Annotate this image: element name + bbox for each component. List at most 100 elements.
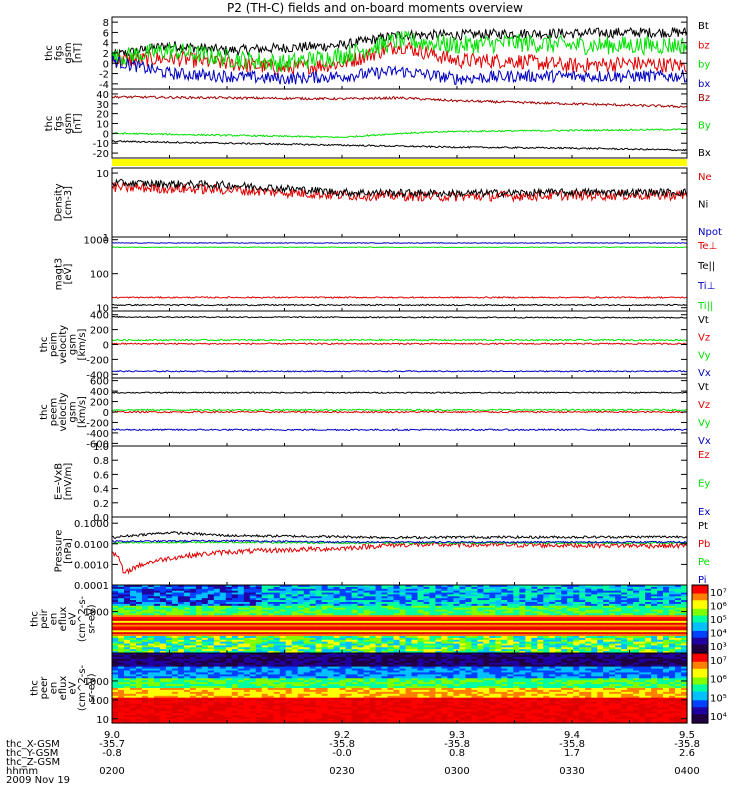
- spectrogram-cell: [537, 588, 544, 592]
- spectrogram-cell: [285, 609, 293, 613]
- spectrogram-cell: [213, 651, 221, 654]
- spectrogram-cell: [555, 624, 562, 628]
- spectrogram-cell: [477, 596, 484, 599]
- spectrogram-cell: [213, 656, 221, 660]
- spectrogram-cell: [363, 603, 371, 607]
- spectrogram-cell: [177, 607, 185, 611]
- spectrogram-cell: [453, 609, 460, 613]
- spectrogram-cell: [417, 668, 425, 672]
- spectrogram-cell: [639, 624, 646, 628]
- spectrogram-cell: [171, 666, 179, 670]
- spectrogram-cell: [153, 615, 161, 618]
- spectrogram-cell: [501, 607, 508, 611]
- spectrogram-cell: [159, 619, 167, 622]
- spectrogram-cell: [219, 634, 227, 637]
- spectrogram-cell: [124, 656, 131, 660]
- spectrogram-cell: [124, 630, 131, 633]
- spectrogram-cell: [261, 636, 269, 639]
- spectrogram-cell: [573, 649, 580, 652]
- spectrogram-cell: [153, 613, 161, 616]
- spectrogram-cell: [267, 628, 275, 631]
- spectrogram-cell: [489, 588, 496, 592]
- spectrogram-cell: [321, 596, 329, 599]
- spectrogram-cell: [609, 660, 616, 664]
- spectrogram-cell: [291, 634, 299, 637]
- spectrogram-cell: [477, 662, 484, 666]
- spectrogram-cell: [243, 634, 251, 637]
- spectrogram-cell: [531, 588, 538, 592]
- spectrogram-cell: [621, 649, 628, 652]
- spectrogram-cell: [495, 617, 502, 620]
- spectrogram-cell: [159, 585, 167, 588]
- spectrogram-cell: [297, 619, 305, 622]
- spectrogram-cell: [549, 670, 556, 673]
- spectrogram-cell: [669, 664, 676, 668]
- spectrogram-cell: [483, 605, 490, 609]
- spectrogram-cell: [603, 603, 610, 607]
- spectrogram-cell: [543, 596, 550, 599]
- spectrogram-cell: [513, 670, 520, 673]
- spectrogram-cell: [489, 624, 496, 628]
- spectrogram-cell: [531, 672, 538, 675]
- spectrogram-cell: [435, 651, 442, 654]
- spectrogram-cell: [130, 613, 137, 616]
- spectrogram-cell: [399, 628, 407, 631]
- spectrogram-cell: [255, 624, 263, 628]
- spectrogram-cell: [273, 622, 281, 626]
- spectrogram-cell: [130, 641, 137, 645]
- spectrogram-cell: [531, 607, 538, 611]
- spectrogram-cell: [165, 664, 173, 668]
- y-axis-label: fgs: [53, 116, 64, 131]
- spectrogram-cell: [471, 634, 478, 637]
- spectrogram-cell: [153, 676, 161, 679]
- spectrogram-cell: [483, 594, 490, 597]
- spectrogram-cell: [657, 586, 664, 590]
- spectrogram-cell: [501, 660, 508, 664]
- spectrogram-cell: [213, 594, 221, 597]
- spectrogram-cell: [147, 628, 155, 631]
- spectrogram-cell: [645, 639, 652, 643]
- spectrogram-cell: [261, 613, 269, 616]
- spectrogram-cell: [141, 649, 149, 652]
- spectrogram-cell: [591, 624, 598, 628]
- y-axis-label: peir: [39, 608, 50, 628]
- spectrogram-cell: [435, 588, 442, 592]
- spectrogram-cell: [663, 613, 670, 616]
- spectrogram-cell: [297, 653, 305, 656]
- spectrogram-cell: [118, 662, 125, 666]
- spectrogram-cell: [219, 653, 227, 656]
- spectrogram-cell: [255, 600, 263, 603]
- spectrogram-cell: [621, 664, 628, 668]
- spectrogram-cell: [669, 594, 676, 597]
- spectrogram-cell: [231, 639, 239, 643]
- spectrogram-cell: [315, 670, 323, 673]
- spectrogram-cell: [369, 674, 377, 677]
- spectrogram-cell: [363, 643, 371, 647]
- spectrogram-cell: [405, 628, 413, 631]
- spectrogram-cell: [375, 596, 383, 599]
- spectrogram-cell: [159, 586, 167, 590]
- spectrogram-cell: [459, 634, 466, 637]
- spectrogram-cell: [273, 611, 281, 614]
- spectrogram-cell: [567, 592, 574, 596]
- spectrogram-cell: [369, 630, 377, 633]
- spectrogram-cell: [183, 670, 191, 673]
- spectrogram-cell: [459, 619, 466, 622]
- spectrogram-cell: [285, 607, 293, 611]
- spectrogram-cell: [549, 643, 556, 647]
- spectrogram-cell: [663, 637, 670, 641]
- spectrogram-cell: [315, 603, 323, 607]
- spectrogram-cell: [345, 637, 353, 641]
- spectrogram-cell: [669, 672, 676, 675]
- spectrogram-cell: [124, 603, 131, 607]
- spectrogram-cell: [219, 622, 227, 626]
- spectrogram-cell: [261, 626, 269, 630]
- spectrogram-cell: [555, 615, 562, 618]
- spectrogram-cell: [591, 615, 598, 618]
- spectrogram-cell: [561, 647, 568, 650]
- spectrogram-cell: [171, 649, 179, 652]
- spectrogram-cell: [171, 662, 179, 666]
- spectrogram-cell: [501, 647, 508, 650]
- spectrogram-cell: [213, 619, 221, 622]
- spectrogram-cell: [615, 600, 622, 603]
